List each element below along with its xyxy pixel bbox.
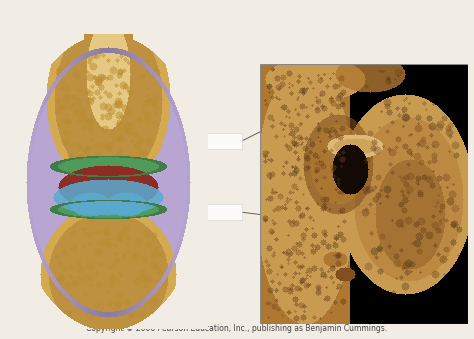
FancyBboxPatch shape: [137, 132, 192, 149]
FancyBboxPatch shape: [197, 133, 242, 149]
FancyBboxPatch shape: [145, 174, 190, 190]
FancyBboxPatch shape: [137, 91, 192, 108]
Text: Copyright © 2006 Pearson Education, Inc., publishing as Benjamin Cummings.: Copyright © 2006 Pearson Education, Inc.…: [86, 324, 388, 333]
Text: (a): (a): [9, 316, 24, 325]
FancyBboxPatch shape: [197, 204, 242, 220]
FancyBboxPatch shape: [145, 52, 190, 68]
FancyBboxPatch shape: [145, 206, 190, 222]
Text: (b): (b): [263, 311, 279, 320]
